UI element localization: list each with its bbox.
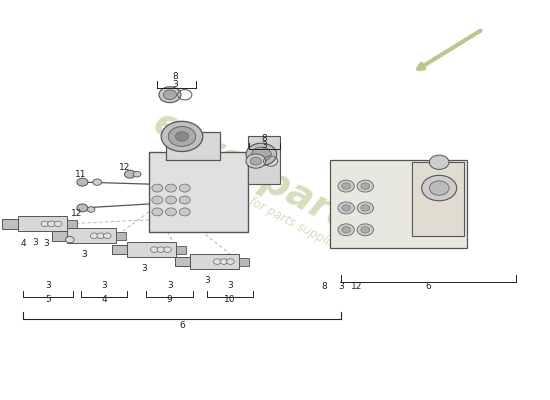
Circle shape: [179, 208, 190, 216]
Bar: [52, 231, 67, 240]
Text: 6: 6: [425, 282, 431, 291]
Bar: [177, 246, 186, 254]
Circle shape: [163, 90, 177, 100]
Circle shape: [338, 180, 354, 192]
Text: 12: 12: [119, 163, 130, 172]
Circle shape: [151, 247, 158, 252]
Bar: [248, 136, 280, 184]
Text: 3: 3: [173, 80, 178, 88]
Text: 3: 3: [167, 281, 173, 290]
Text: 3: 3: [261, 141, 267, 150]
Circle shape: [246, 143, 277, 166]
Bar: [127, 242, 177, 257]
Bar: [412, 162, 464, 236]
Circle shape: [250, 157, 261, 165]
Bar: [190, 254, 239, 269]
Circle shape: [54, 221, 62, 227]
Circle shape: [152, 208, 163, 216]
Circle shape: [168, 126, 196, 146]
Circle shape: [251, 147, 271, 162]
Circle shape: [48, 221, 56, 227]
Circle shape: [152, 184, 163, 192]
Text: 11: 11: [75, 170, 86, 179]
Circle shape: [103, 233, 111, 238]
Circle shape: [175, 132, 189, 141]
Bar: [116, 232, 126, 240]
Text: 4: 4: [101, 295, 107, 304]
Circle shape: [227, 259, 234, 264]
Bar: [329, 160, 466, 248]
Circle shape: [179, 184, 190, 192]
Circle shape: [133, 171, 141, 177]
Circle shape: [430, 181, 449, 195]
Text: 8: 8: [261, 134, 267, 143]
Text: 3: 3: [101, 281, 107, 290]
Text: 3: 3: [81, 250, 87, 259]
Circle shape: [93, 179, 102, 185]
Circle shape: [357, 180, 373, 192]
Bar: [18, 216, 67, 231]
Circle shape: [361, 227, 370, 233]
Circle shape: [77, 204, 88, 212]
Circle shape: [342, 183, 350, 189]
Circle shape: [41, 221, 49, 227]
Bar: [239, 258, 249, 266]
Circle shape: [338, 224, 354, 236]
Circle shape: [357, 202, 373, 214]
Circle shape: [357, 224, 373, 236]
Text: 9: 9: [167, 295, 173, 304]
Circle shape: [246, 154, 266, 168]
Circle shape: [164, 247, 171, 252]
Bar: [149, 152, 248, 232]
Text: 3: 3: [141, 264, 147, 273]
Bar: [112, 245, 127, 254]
Text: 10: 10: [224, 295, 235, 304]
Circle shape: [152, 196, 163, 204]
Text: 3: 3: [227, 281, 233, 290]
Circle shape: [157, 247, 165, 252]
Bar: [67, 228, 116, 243]
Circle shape: [166, 208, 177, 216]
Bar: [175, 257, 190, 266]
Bar: [67, 220, 77, 228]
Circle shape: [159, 87, 181, 103]
Circle shape: [220, 259, 228, 264]
Circle shape: [422, 175, 456, 201]
Circle shape: [87, 207, 95, 212]
Text: 3: 3: [205, 276, 210, 285]
Circle shape: [361, 183, 370, 189]
Circle shape: [97, 233, 104, 238]
Circle shape: [342, 227, 350, 233]
Circle shape: [338, 202, 354, 214]
Text: a parts for parts supplier: a parts for parts supplier: [207, 174, 343, 254]
Text: 3: 3: [32, 238, 38, 247]
Text: 8: 8: [173, 72, 178, 80]
Text: 3: 3: [43, 239, 49, 248]
Text: 3: 3: [338, 282, 344, 291]
Circle shape: [213, 259, 221, 264]
Circle shape: [166, 184, 177, 192]
Circle shape: [77, 178, 88, 186]
Circle shape: [179, 196, 190, 204]
Text: 12: 12: [71, 210, 82, 218]
Circle shape: [430, 155, 449, 170]
Text: 5: 5: [45, 295, 51, 304]
Text: 3: 3: [45, 281, 51, 290]
Text: eurospares: eurospares: [147, 104, 382, 253]
Circle shape: [342, 205, 350, 211]
Circle shape: [166, 196, 177, 204]
Text: 8: 8: [321, 282, 327, 291]
Circle shape: [161, 121, 203, 152]
Bar: [3, 219, 18, 228]
Text: 12: 12: [351, 282, 363, 291]
Circle shape: [90, 233, 98, 238]
Text: 6: 6: [179, 321, 185, 330]
Circle shape: [124, 170, 135, 178]
Circle shape: [65, 236, 74, 243]
Text: 4: 4: [20, 239, 26, 248]
Circle shape: [361, 205, 370, 211]
Bar: [166, 132, 221, 160]
